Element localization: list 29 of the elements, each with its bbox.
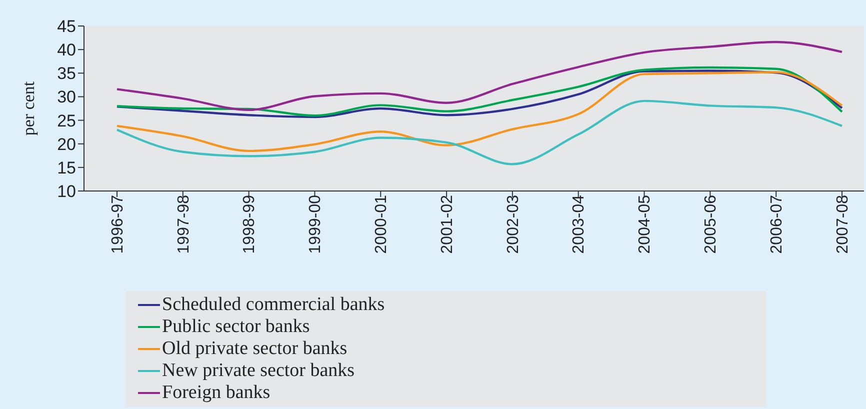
x-tick-label: 2003-04 [570, 194, 588, 254]
y-tick-label: 30 [57, 88, 76, 107]
y-tick-label: 25 [57, 111, 76, 130]
line-series [116, 40, 844, 112]
y-axis-title: per cent [19, 81, 38, 136]
y-tick-label: 10 [57, 182, 76, 202]
x-tick-label: 1996-97 [109, 194, 126, 254]
y-tick-label: 45 [57, 17, 76, 36]
x-tick-label: 2001-02 [438, 194, 456, 254]
y-tick-label: 20 [57, 134, 76, 154]
x-tick-label: 2000-01 [372, 194, 390, 254]
x-tick-label: 2002-03 [504, 194, 522, 254]
legend-label: Old private sector banks [162, 338, 348, 360]
y-tick-label: 15 [57, 158, 76, 178]
line-series [116, 100, 844, 166]
line-series [116, 71, 844, 152]
legend-label: Public sector banks [162, 316, 310, 338]
x-tick-label: 1998-99 [241, 194, 258, 254]
x-tick-label: 2006-07 [768, 194, 786, 254]
x-tick-label: 2007-08 [834, 194, 852, 254]
legend-label: Scheduled commercial banks [162, 294, 385, 316]
x-tick-label: 1999-00 [307, 194, 324, 254]
x-tick-label: 2004-05 [636, 194, 654, 254]
x-tick-label: 2005-06 [702, 194, 720, 254]
legend-label: New private sector banks [162, 360, 355, 382]
legend-label: Foreign banks [162, 382, 270, 404]
y-tick-label: 40 [57, 40, 76, 60]
x-tick-label: 1997-98 [175, 194, 192, 254]
y-tick-label: 35 [57, 64, 76, 84]
